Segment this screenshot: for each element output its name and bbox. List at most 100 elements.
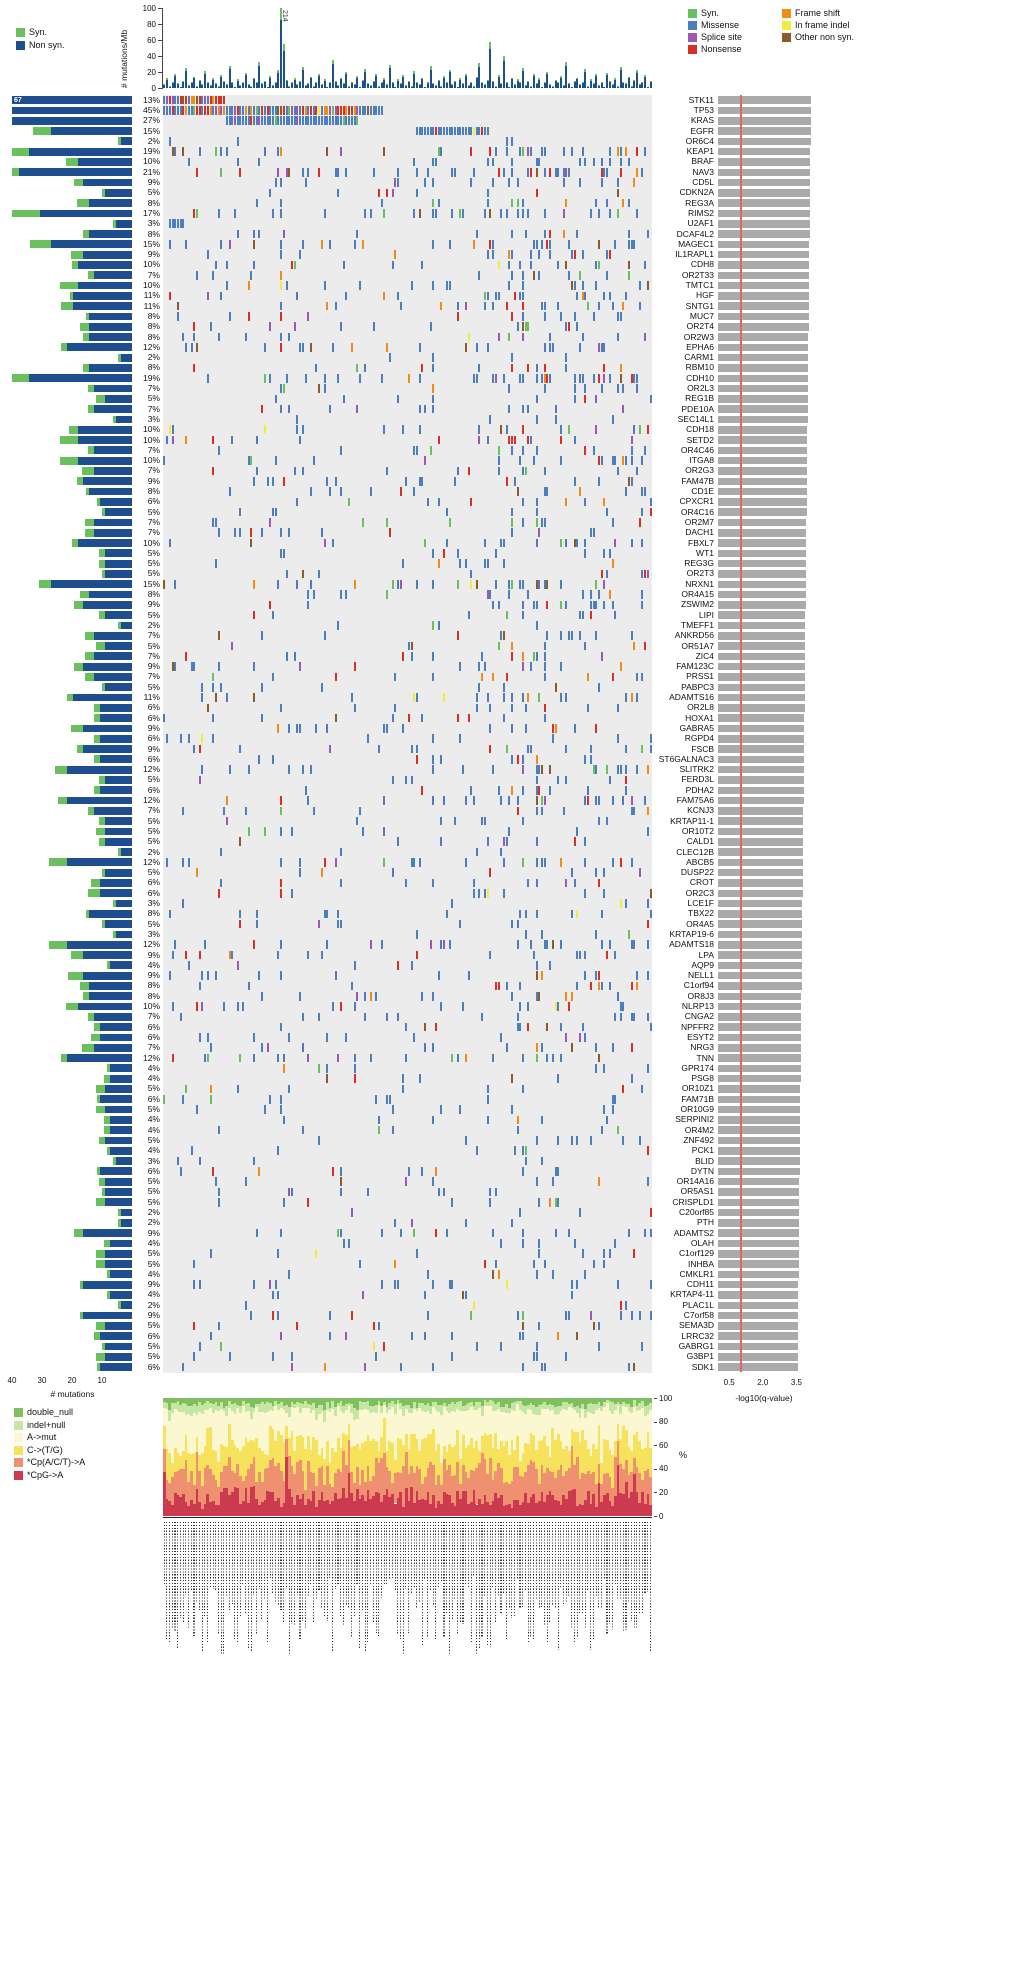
gene-percent-label: 5% (147, 774, 160, 785)
mutation-cell-splice (603, 373, 606, 383)
mutation-cell-missense (508, 281, 511, 290)
mutation-cell-splice (538, 528, 541, 538)
mutation-cell-other (253, 240, 255, 249)
mutation-cell-missense (320, 528, 323, 538)
mutation-cell-missense (502, 373, 505, 383)
mutation-cell-inframe (413, 693, 416, 702)
mutation-cell-syn (193, 106, 196, 115)
gene-percent-label: 9% (147, 1227, 160, 1238)
mutation-cell-missense (505, 137, 508, 146)
mutation-cell-missense (410, 652, 413, 661)
mutation-cell-other (318, 384, 321, 393)
mutation-cell-other (565, 260, 568, 270)
mutation-cell-missense (418, 425, 421, 435)
mutation-cell-other (326, 147, 329, 156)
rate-bar-nonsyn (233, 86, 236, 88)
mutation-cell-missense (464, 559, 467, 568)
mutation-cell-missense (483, 301, 486, 311)
mutation-cell-missense (255, 466, 258, 476)
mutation-cell-syn (212, 672, 215, 682)
rate-bar-nonsyn (587, 85, 590, 88)
rate-bar-nonsyn (459, 79, 462, 88)
mutation-cell-syn (195, 209, 198, 218)
mutation-count-bar-syn (71, 250, 84, 259)
mutation-cell-nonsense (456, 631, 459, 641)
rate-bar-nonsyn (204, 73, 207, 88)
mutation-cell-frameshift (320, 240, 323, 249)
mutation-cell-missense (470, 569, 473, 579)
gene-percent-label: 9% (147, 743, 160, 754)
mutation-cell-missense (272, 106, 275, 115)
rate-bar-nonsyn (462, 83, 465, 88)
rate-bar-syn (244, 72, 247, 76)
rate-bar-nonsyn (310, 78, 313, 88)
rate-bar-syn (535, 83, 538, 84)
rate-bar-nonsyn (435, 85, 438, 88)
mutation-cell-syn (497, 641, 500, 651)
mutation-count-bar-syn (96, 1095, 100, 1104)
rate-bar-nonsyn (383, 79, 386, 88)
mutation-cell-nonsense (489, 240, 492, 249)
gene-percent-label: 45% (142, 104, 160, 115)
mutation-cell-other (418, 209, 421, 218)
gene-percent-label: 11% (143, 300, 160, 311)
mutation-cell-frameshift (217, 106, 220, 115)
rate-bar-nonsyn (247, 84, 250, 88)
mutation-cell-missense (168, 240, 171, 249)
mutation-cell-missense (440, 147, 443, 156)
mutation-cell-missense (421, 713, 424, 723)
rate-bar-nonsyn (617, 85, 620, 88)
mutation-cell-missense (584, 641, 587, 651)
gene-percent-label: 10% (142, 259, 160, 270)
gene-percent-label: 12% (142, 856, 160, 867)
rate-bar-syn (182, 80, 185, 82)
mutation-cell-missense (508, 579, 511, 589)
mutation-count-bar-syn (82, 230, 89, 238)
rate-bar-nonsyn (334, 81, 337, 88)
mutation-cell-missense (339, 116, 342, 126)
mutation-cell-other (627, 476, 630, 486)
mutation-cell-missense (174, 219, 177, 229)
gene-percent-label: 9% (147, 1279, 160, 1290)
mutation-cell-frameshift (565, 198, 568, 208)
mutation-cell-missense (521, 579, 524, 589)
rate-bar-nonsyn (323, 80, 326, 88)
mutation-cell-nonsense (559, 435, 562, 445)
mutation-cell-missense (413, 209, 416, 218)
mutation-cell-other (301, 569, 304, 579)
mutation-count-bar-syn (112, 1157, 116, 1165)
mutation-cell-nonsense (636, 147, 639, 156)
mutation-cell-missense (187, 106, 190, 115)
rate-bar-nonsyn (350, 82, 353, 88)
mutation-cell-missense (456, 549, 459, 558)
mutation-cell-nonsense (437, 435, 440, 445)
mutation-count-bar-syn (12, 147, 30, 156)
mutation-count-bar-syn (99, 549, 105, 558)
rate-bar-nonsyn (540, 86, 543, 88)
mutation-cell-frameshift (209, 106, 212, 115)
rate-bar-nonsyn (214, 83, 217, 88)
gene-percent-label: 8% (147, 362, 160, 373)
mutation-cell-frameshift (633, 641, 636, 651)
mutation-cell-missense (573, 476, 576, 486)
rate-bar-nonsyn (193, 78, 196, 88)
mutation-count-bar-syn (93, 1332, 100, 1341)
rate-bar-syn (502, 56, 505, 61)
mutation-count-bar-nonsyn (110, 961, 132, 970)
mutation-count-bar-nonsyn (94, 631, 132, 640)
mutation-cell-syn (250, 456, 253, 465)
mutation-cell-missense (212, 270, 215, 280)
mutation-cell-missense (521, 518, 524, 527)
mutation-cell-missense (576, 322, 579, 332)
mutation-cell-missense (280, 703, 283, 713)
left-axis-tick-label: 40 (7, 1376, 17, 1385)
rate-bar-nonsyn (551, 85, 554, 88)
mutation-cell-other (475, 579, 478, 589)
mutation-cell-syn (214, 147, 217, 156)
mutation-cell-other (383, 147, 386, 156)
rate-bar-syn (627, 76, 630, 79)
mutation-cell-syn (638, 425, 641, 435)
mutation-cell-missense (502, 559, 505, 568)
gene-percent-label: 5% (147, 1248, 160, 1259)
mutation-count-bar-syn (87, 889, 100, 898)
